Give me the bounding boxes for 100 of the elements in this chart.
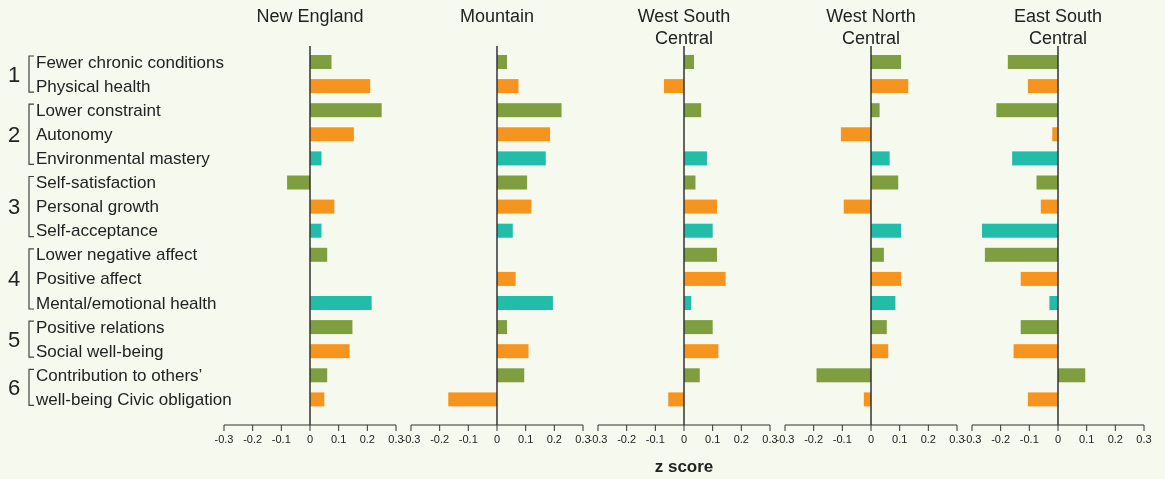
x-tick-label: -0.3: [962, 433, 982, 445]
x-tick-label: 0.3: [388, 433, 404, 445]
y-tick-label: Positive affect: [36, 269, 142, 289]
y-tick-label: Contribution to others’: [36, 365, 203, 385]
x-tick-label: -0.2: [243, 433, 263, 445]
bar: [310, 247, 328, 262]
x-tick-label: 0: [493, 433, 501, 445]
bar: [310, 392, 325, 407]
text: 6: [7, 374, 21, 400]
bar: [310, 320, 353, 335]
bar: [310, 103, 382, 118]
bar: [497, 344, 529, 359]
bar: [310, 127, 354, 142]
bar: [840, 127, 871, 142]
bar: [816, 368, 871, 383]
y-tick-label: Lower negative affect: [36, 245, 198, 265]
x-tick-label: 0.3: [575, 433, 591, 445]
bar: [497, 175, 528, 190]
bar: [310, 55, 332, 69]
bar: [310, 199, 335, 214]
bar: [497, 296, 553, 310]
bar: [871, 223, 902, 238]
bar: [871, 296, 896, 310]
x-tick-label: 0: [680, 433, 688, 445]
y-tick-label: Lower constraint: [36, 100, 161, 120]
x-tick-label: -0.1: [832, 433, 852, 445]
y-tick-label: Self-satisfaction: [36, 173, 156, 192]
y-tick-label: Personal growth: [36, 197, 159, 217]
x-tick-label: 0.1: [705, 433, 721, 445]
text: 5: [7, 326, 21, 352]
x-tick-label: 0.3: [949, 433, 965, 445]
bar: [448, 392, 497, 407]
bar: [684, 344, 719, 359]
bar: [310, 368, 328, 383]
chart-title: East South Central: [1013, 6, 1103, 48]
bar: [684, 199, 717, 214]
x-tick-label: -0.1: [1019, 433, 1039, 445]
bar: [871, 344, 889, 359]
y-tick-label: Positive relations: [36, 317, 165, 337]
x-tick-label: 0.2: [1107, 433, 1123, 445]
x-tick-label: -0.2: [804, 433, 824, 445]
x-tick-label: 0: [306, 433, 314, 445]
x-tick-label: -0.2: [991, 433, 1011, 445]
bar: [871, 103, 880, 118]
x-tick-label: -0.3: [401, 433, 421, 445]
bar: [310, 296, 372, 310]
y-tick-label: Fewer chronic conditions: [36, 52, 225, 72]
x-tick-label: 0.2: [546, 433, 562, 445]
bar: [497, 79, 519, 94]
y-tick-label: Autonomy: [36, 124, 114, 144]
text: 1: [7, 61, 21, 87]
bar: [684, 320, 713, 335]
bar: [497, 223, 513, 238]
x-tick-label: 0.1: [518, 433, 534, 445]
bar: [871, 247, 884, 262]
bar: [871, 151, 890, 166]
chart-title: West North Central: [826, 6, 916, 48]
chart-title: West South Central: [637, 6, 731, 48]
y-tick-label: Environmental mastery: [36, 148, 211, 168]
x-axis-title: z score: [654, 457, 714, 476]
bar: [871, 55, 902, 69]
bar: [287, 175, 310, 190]
x-tick-label: 0: [1054, 433, 1062, 445]
bar: [684, 103, 702, 118]
y-tick-label: Self-acceptance: [36, 221, 158, 241]
bar: [497, 199, 532, 214]
y-tick-label: Social well-being: [36, 341, 164, 361]
x-tick-label: 0.2: [733, 433, 749, 445]
bar: [684, 271, 726, 286]
x-tick-label: -0.1: [645, 433, 665, 445]
bar: [497, 271, 516, 286]
bar: [871, 79, 909, 94]
x-tick-label: -0.3: [214, 433, 234, 445]
x-tick-label: -0.3: [775, 433, 795, 445]
x-tick-label: 0.3: [1136, 433, 1152, 445]
text: 2: [7, 121, 21, 147]
x-tick-label: 0.2: [359, 433, 375, 445]
x-tick-label: -0.3: [588, 433, 608, 445]
bar: [497, 55, 508, 69]
bar: [497, 368, 525, 383]
x-tick-label: 0.3: [762, 433, 778, 445]
bar: [871, 175, 899, 190]
x-tick-label: 0.1: [1079, 433, 1095, 445]
bar: [310, 79, 371, 94]
bar: [310, 344, 350, 359]
bar: [497, 320, 508, 335]
x-tick-label: 0.2: [920, 433, 936, 445]
bar: [684, 151, 707, 166]
bar: [684, 223, 713, 238]
x-tick-label: 0.1: [892, 433, 908, 445]
x-tick-label: -0.1: [271, 433, 291, 445]
bar: [684, 55, 695, 69]
x-tick-label: -0.2: [617, 433, 637, 445]
chart-title: New England: [256, 6, 364, 26]
bar: [663, 79, 684, 94]
bar: [684, 368, 700, 383]
x-tick-label: 0.1: [331, 433, 347, 445]
text: 4: [7, 266, 21, 292]
bar: [843, 199, 871, 214]
bar: [497, 151, 546, 166]
